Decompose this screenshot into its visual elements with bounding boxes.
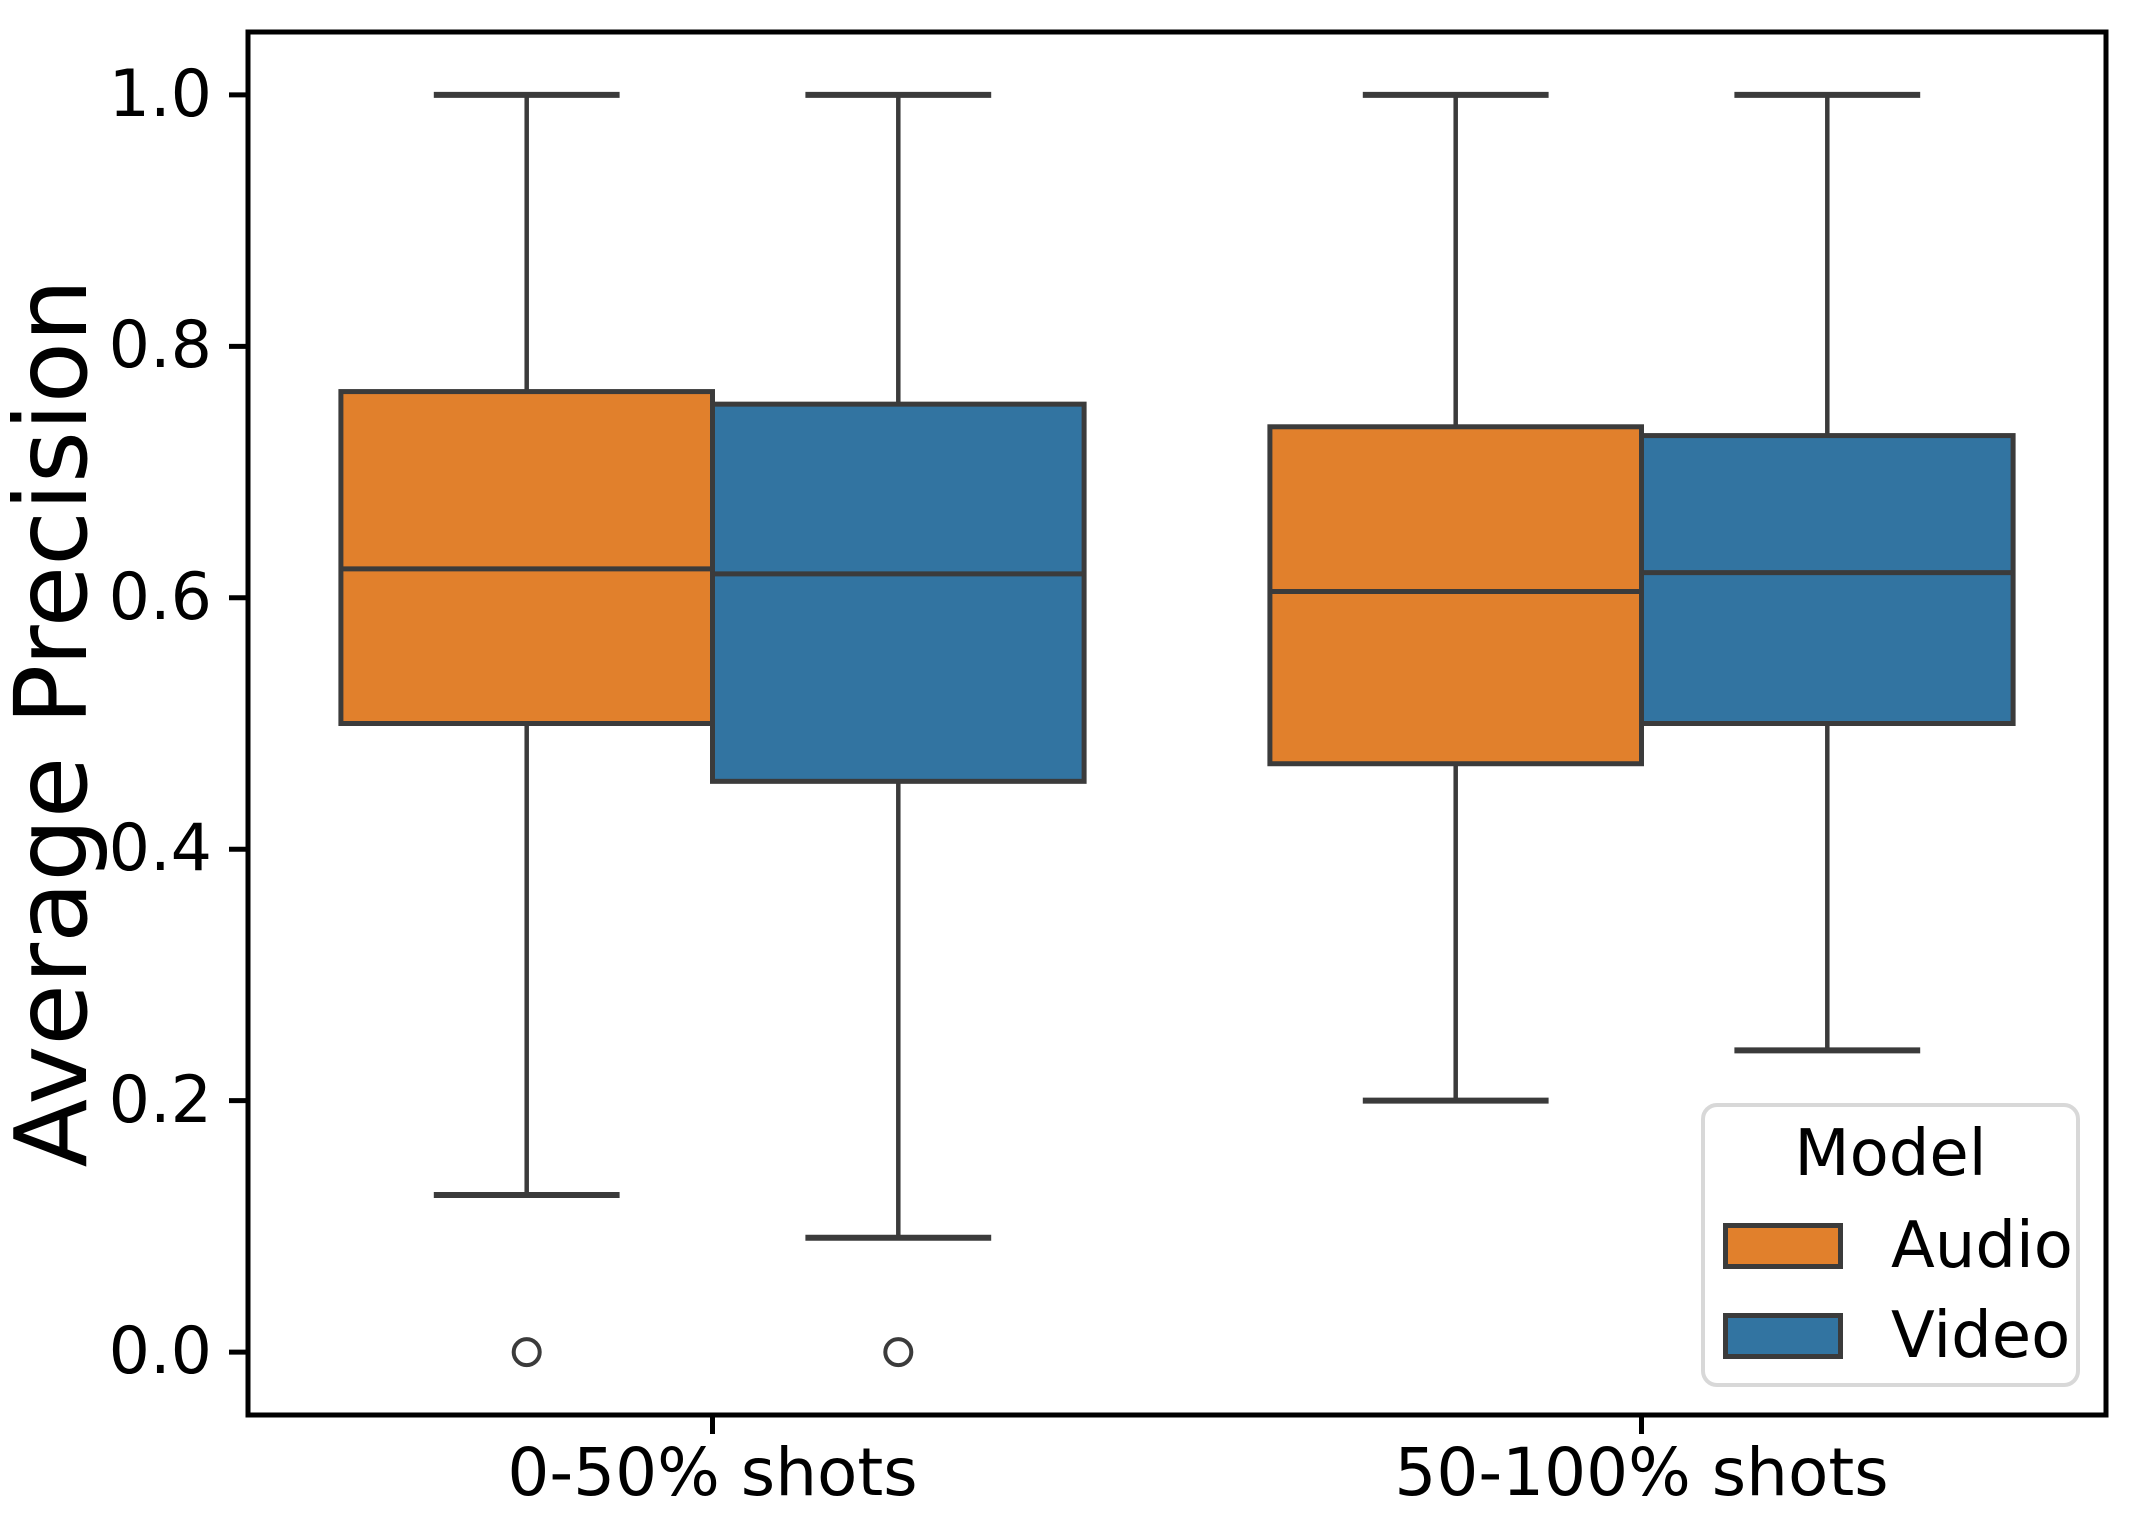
legend-item-video: Video [1723,1303,2076,1369]
legend-item-audio: Audio [1723,1213,2076,1279]
x-tick-label-0: 0-50% shots [507,1434,918,1511]
y-axis-title: Average Precision [0,278,110,1168]
box-audio-1 [1267,424,1645,767]
y-tick-label: 1.0 [108,56,212,132]
outlier-audio-0 [511,1337,542,1368]
box-video-1 [1639,433,2016,726]
axes-spines [245,29,2109,1418]
outlier-video-0 [883,1337,914,1368]
legend-label-video: Video [1891,1299,2071,1373]
video-swatch-icon [1723,1313,1843,1359]
x-tick-label-1: 50-100% shots [1394,1434,1889,1511]
legend: Model Audio Video [1701,1103,2080,1387]
legend-title: Model [1794,1117,1987,1191]
y-tick-label: 0.8 [108,308,212,384]
y-tick-label: 0.6 [108,559,212,635]
box-video-0 [710,401,1087,784]
audio-swatch-icon [1723,1223,1843,1269]
y-tick-label: 0.2 [108,1062,212,1138]
legend-label-audio: Audio [1891,1209,2073,1283]
y-tick-label: 0.0 [108,1314,212,1390]
box-audio-0 [338,389,715,726]
y-tick-label: 0.4 [108,811,212,887]
